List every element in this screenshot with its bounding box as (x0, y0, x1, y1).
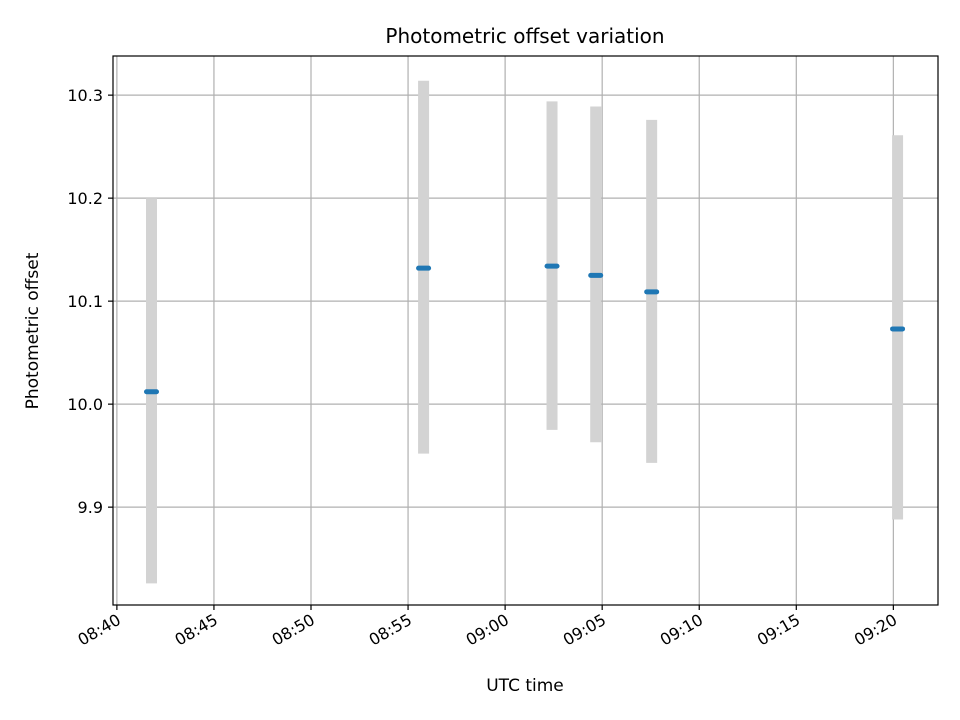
x-tick-label: 09:20 (851, 610, 900, 650)
x-axis-label: UTC time (486, 676, 564, 696)
y-axis-ticks: 9.9 10.0 10.1 10.2 10.3 (67, 86, 113, 517)
x-tick-label: 09:15 (754, 610, 803, 650)
y-tick-label: 10.3 (67, 86, 103, 105)
x-tick-label: 09:05 (560, 610, 609, 650)
y-tick-label: 10.2 (67, 189, 103, 208)
chart-title: Photometric offset variation (385, 24, 664, 48)
x-axis-ticks: 08:40 08:45 08:50 08:55 09:00 09:05 09:10 09:15… (74, 605, 900, 650)
x-tick-label: 09:10 (657, 610, 706, 650)
x-tick-label: 08:45 (172, 610, 221, 650)
data-points (144, 263, 906, 395)
grid (113, 56, 938, 605)
plot-frame (112, 55, 939, 606)
error-bars (146, 80, 904, 584)
x-tick-label: 09:00 (463, 610, 512, 650)
x-tick-label: 08:55 (366, 610, 415, 650)
y-tick-label: 9.9 (78, 498, 103, 517)
y-axis-label: Photometric offset (23, 252, 43, 409)
y-tick-label: 10.0 (67, 395, 103, 414)
y-tick-label: 10.1 (67, 292, 103, 311)
x-tick-label: 08:50 (269, 610, 318, 650)
x-tick-label: 08:40 (74, 610, 123, 650)
